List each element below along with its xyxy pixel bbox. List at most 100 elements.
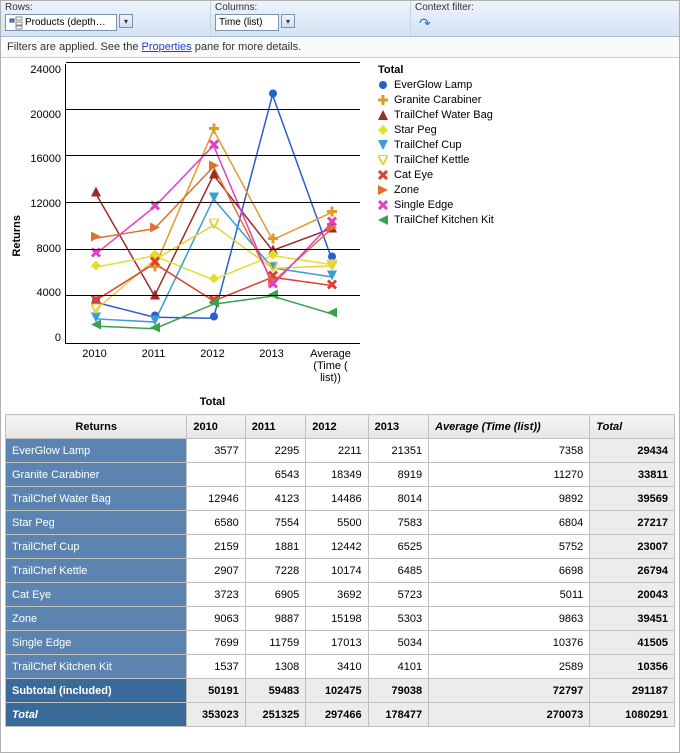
row-header[interactable]: TrailChef Cup — [6, 535, 187, 559]
table-cell: 251325 — [245, 703, 305, 727]
table-cell: 1080291 — [590, 703, 675, 727]
table-cell: 9863 — [429, 607, 590, 631]
col-head[interactable]: 2011 — [245, 415, 305, 439]
toolbar: Rows: Products (depth… Columns: Time (li… — [1, 1, 679, 37]
table-cell: 5500 — [306, 511, 368, 535]
table-cell: 72797 — [429, 679, 590, 703]
table-row: Zone90639887151985303986339451 — [6, 607, 675, 631]
table-cell: 10174 — [306, 559, 368, 583]
legend-label: Single Edge — [394, 199, 453, 211]
y-tick: 0 — [25, 332, 61, 344]
table-cell: 5723 — [368, 583, 428, 607]
legend-label: Zone — [394, 184, 419, 196]
x-tick: 2012 — [183, 344, 242, 384]
legend-label: TrailChef Kettle — [394, 154, 469, 166]
row-header[interactable]: Star Peg — [6, 511, 187, 535]
legend-item: TrailChef Kettle — [378, 152, 494, 167]
row-header[interactable]: TrailChef Kettle — [6, 559, 187, 583]
table-row: TrailChef Kettle290772281017464856698267… — [6, 559, 675, 583]
data-point — [150, 322, 160, 335]
properties-link[interactable]: Properties — [142, 41, 192, 53]
table-cell: 39451 — [590, 607, 675, 631]
table-row: EverGlow Lamp35772295221121351735829434 — [6, 439, 675, 463]
row-header[interactable]: Zone — [6, 607, 187, 631]
legend-marker-icon — [378, 155, 388, 165]
table-row: Cat Eye3723690536925723501120043 — [6, 583, 675, 607]
table-cell: 5303 — [368, 607, 428, 631]
legend-label: TrailChef Water Bag — [394, 109, 493, 121]
table-cell: 353023 — [187, 703, 245, 727]
row-header[interactable]: Single Edge — [6, 631, 187, 655]
legend-marker-icon — [378, 185, 388, 195]
table-cell: 59483 — [245, 679, 305, 703]
grand-total-header: Total — [6, 703, 187, 727]
columns-dropdown-arrow[interactable] — [281, 14, 295, 28]
table-cell: 11759 — [245, 631, 305, 655]
legend-marker-icon — [378, 95, 388, 105]
data-point — [91, 320, 101, 333]
y-axis-label: Returns — [9, 215, 25, 257]
legend-item: Single Edge — [378, 197, 494, 212]
data-point — [209, 312, 219, 325]
table-cell: 2589 — [429, 655, 590, 679]
table-cell: 18349 — [306, 463, 368, 487]
col-head-total[interactable]: Total — [590, 415, 675, 439]
pivot-table: Returns 2010 2011 2012 2013 Average (Tim… — [5, 414, 675, 727]
table-cell: 2907 — [187, 559, 245, 583]
x-tick: 2010 — [65, 344, 124, 384]
table-row: TrailChef Water Bag129464123144868014989… — [6, 487, 675, 511]
table-cell: 1308 — [245, 655, 305, 679]
col-head[interactable]: 2013 — [368, 415, 428, 439]
table-cell: 5011 — [429, 583, 590, 607]
y-tick: 24000 — [25, 64, 61, 76]
table-cell: 4123 — [245, 487, 305, 511]
col-head-avg[interactable]: Average (Time (list)) — [429, 415, 590, 439]
context-filter-icon[interactable]: ↷ — [415, 14, 675, 33]
legend-title: Total — [378, 64, 494, 76]
data-point — [150, 257, 160, 270]
data-point — [327, 216, 337, 229]
table-cell: 102475 — [306, 679, 368, 703]
context-label: Context filter: — [415, 2, 675, 13]
legend-item: TrailChef Cup — [378, 137, 494, 152]
table-cell: 5752 — [429, 535, 590, 559]
table-wrap: Returns 2010 2011 2012 2013 Average (Tim… — [1, 408, 679, 727]
data-point — [209, 160, 219, 173]
table-cell: 7583 — [368, 511, 428, 535]
table-cell — [187, 463, 245, 487]
legend-item: Zone — [378, 182, 494, 197]
table-cell: 7228 — [245, 559, 305, 583]
columns-dropdown[interactable]: Time (list) — [215, 14, 279, 31]
chart-legend: Total EverGlow LampGranite CarabinerTrai… — [378, 64, 494, 408]
table-cell: 21351 — [368, 439, 428, 463]
table-row: Granite Carabiner65431834989191127033811 — [6, 463, 675, 487]
filter-message: Filters are applied. See the Properties … — [1, 37, 679, 58]
data-point — [150, 222, 160, 235]
table-cell: 6905 — [245, 583, 305, 607]
col-head[interactable]: 2010 — [187, 415, 245, 439]
row-header[interactable]: Cat Eye — [6, 583, 187, 607]
legend-marker-icon — [378, 140, 388, 150]
row-header[interactable]: TrailChef Kitchen Kit — [6, 655, 187, 679]
row-header[interactable]: Granite Carabiner — [6, 463, 187, 487]
row-header[interactable]: EverGlow Lamp — [6, 439, 187, 463]
rows-dropdown[interactable]: Products (depth… — [5, 14, 117, 31]
row-header[interactable]: TrailChef Water Bag — [6, 487, 187, 511]
table-cell: 8919 — [368, 463, 428, 487]
table-cell: 20043 — [590, 583, 675, 607]
table-corner: Returns — [6, 415, 187, 439]
x-tick: 2011 — [124, 344, 183, 384]
y-tick: 4000 — [25, 287, 61, 299]
rows-dropdown-arrow[interactable] — [119, 14, 133, 28]
legend-item: TrailChef Kitchen Kit — [378, 212, 494, 227]
rows-section: Rows: Products (depth… — [1, 1, 211, 36]
filter-msg-prefix: Filters are applied. See the — [7, 41, 142, 53]
table-cell: 1881 — [245, 535, 305, 559]
table-cell: 12946 — [187, 487, 245, 511]
table-row: Star Peg6580755455007583680427217 — [6, 511, 675, 535]
table-cell: 7358 — [429, 439, 590, 463]
col-head[interactable]: 2012 — [306, 415, 368, 439]
context-section: Context filter: ↷ — [411, 1, 679, 36]
table-cell: 6804 — [429, 511, 590, 535]
legend-marker-icon — [378, 200, 388, 210]
